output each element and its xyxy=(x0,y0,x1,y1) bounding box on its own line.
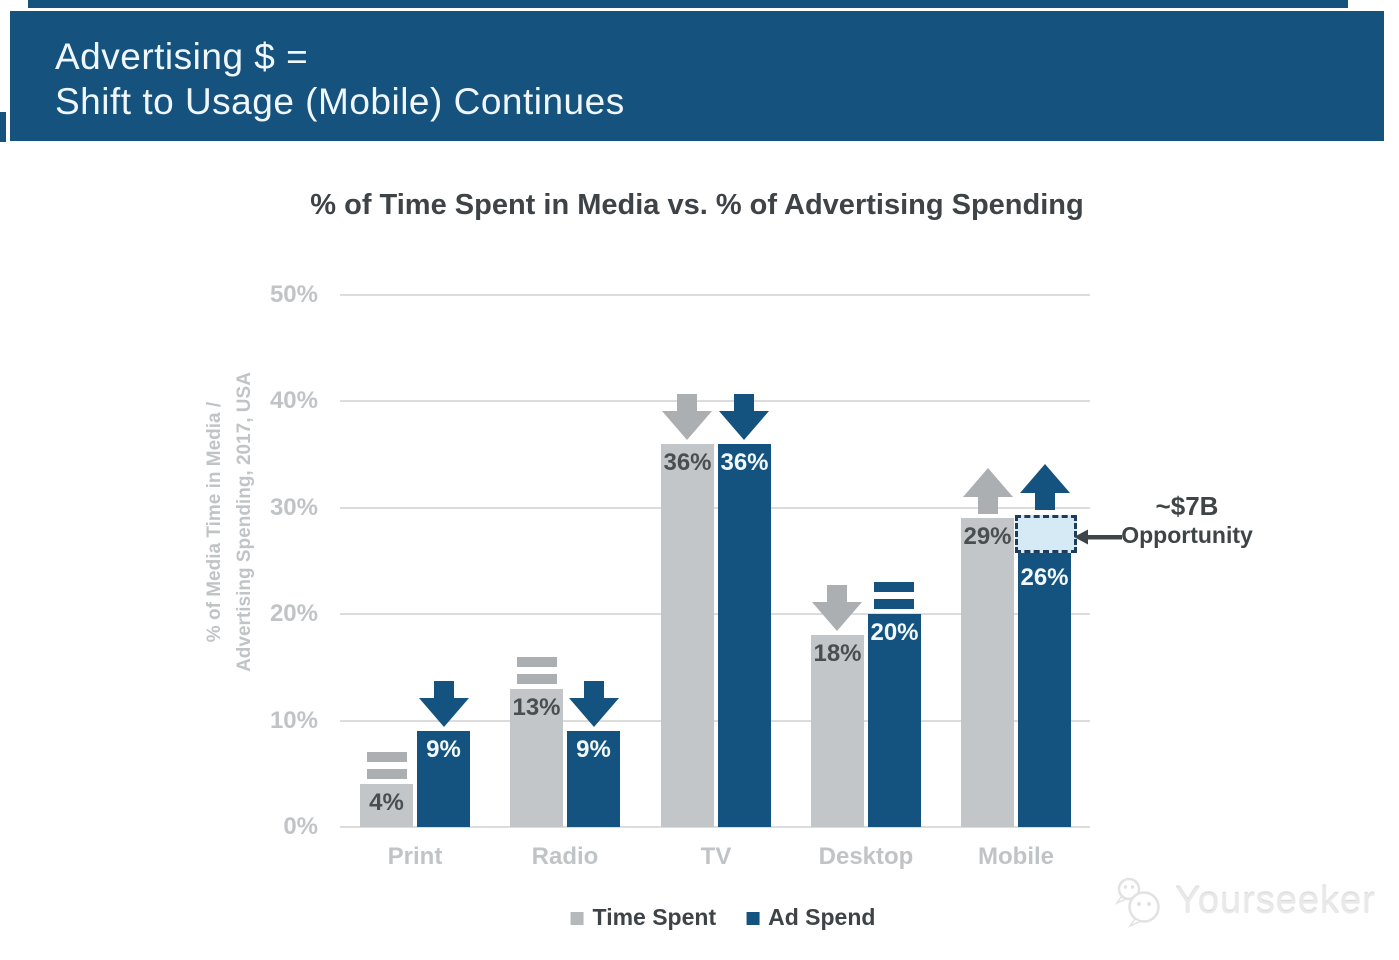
bar-print-time-spent: 4% xyxy=(360,784,413,827)
x-axis-label-desktop: Desktop xyxy=(818,843,914,870)
legend-item-time-spent: Time Spent xyxy=(570,904,717,931)
x-axis-label-print: Print xyxy=(387,843,443,870)
opportunity-amount: ~$7B xyxy=(1155,491,1219,521)
up-arrow-trend-icon xyxy=(1020,464,1070,510)
bar-desktop-time-spent: 18% xyxy=(811,635,864,827)
down-arrow-trend-icon xyxy=(812,585,862,631)
opportunity-annotation: ~$7B Opportunity xyxy=(1119,491,1255,549)
legend-swatch-time-spent xyxy=(570,912,584,925)
legend-swatch-ad-spend xyxy=(746,912,760,925)
chart-title: % of Time Spent in Media vs. % of Advert… xyxy=(310,189,1084,221)
bar-value-label: 36% xyxy=(663,449,712,476)
gridline-20% xyxy=(340,613,1090,615)
y-tick-label: 50% xyxy=(269,281,318,308)
bar-value-label: 13% xyxy=(512,694,561,721)
equal-bar xyxy=(367,752,407,762)
bar-mobile-time-spent: 29% xyxy=(961,518,1014,827)
bar-value-label: 9% xyxy=(426,736,461,763)
up-arrow-trend-icon xyxy=(963,468,1013,514)
equal-trend-icon xyxy=(367,752,407,779)
x-axis-label-mobile: Mobile xyxy=(978,843,1054,870)
down-arrow-trend-icon xyxy=(419,681,469,727)
bar-value-label: 18% xyxy=(813,640,862,667)
equal-bar xyxy=(517,657,557,667)
gridline-30% xyxy=(340,507,1090,509)
bar-value-label: 20% xyxy=(870,619,919,646)
equal-trend-icon xyxy=(517,657,557,684)
equal-bar xyxy=(517,674,557,684)
bar-value-label: 4% xyxy=(369,789,404,816)
watermark-text: Yourseeker xyxy=(1175,879,1376,922)
bar-tv-time-spent: 36% xyxy=(661,444,714,827)
down-arrow-trend-icon xyxy=(719,394,769,440)
bar-value-label: 29% xyxy=(963,523,1012,550)
banner-title-line-1: Advertising $ = xyxy=(55,36,309,77)
y-tick-label: 30% xyxy=(269,494,318,521)
gridline-50% xyxy=(340,294,1090,296)
y-axis-title-line-1: % of Media Time in Media / xyxy=(204,401,225,643)
bar-radio-time-spent: 13% xyxy=(510,689,563,827)
bar-radio-ad-spend: 9% xyxy=(567,731,620,827)
y-tick-label: 0% xyxy=(283,813,318,840)
legend-label-time-spent: Time Spent xyxy=(592,904,717,930)
bar-value-label: 36% xyxy=(720,449,769,476)
watermark: Yourseeker xyxy=(1112,874,1376,928)
opportunity-gap-box xyxy=(1015,515,1077,553)
opportunity-label: Opportunity xyxy=(1121,522,1253,548)
equal-bar xyxy=(874,582,914,592)
y-tick-label: 40% xyxy=(269,387,318,414)
top-edge-artifact xyxy=(28,0,1348,8)
legend-label-ad-spend: Ad Spend xyxy=(768,904,876,930)
gridline-40% xyxy=(340,400,1090,402)
left-edge-artifact xyxy=(0,112,6,142)
equal-bar xyxy=(367,769,407,779)
bar-value-label: 9% xyxy=(576,736,611,763)
bar-desktop-ad-spend: 20% xyxy=(868,614,921,827)
chart-legend: Time Spent Ad Spend xyxy=(570,904,875,931)
bar-print-ad-spend: 9% xyxy=(417,731,470,827)
x-axis-label-radio: Radio xyxy=(531,843,599,870)
down-arrow-trend-icon xyxy=(662,394,712,440)
y-tick-label: 20% xyxy=(269,600,318,627)
x-axis-label-tv: TV xyxy=(700,843,732,870)
bar-mobile-ad-spend: 26% xyxy=(1018,550,1071,827)
annotation-left-arrow-icon xyxy=(1074,529,1122,545)
bar-value-label: 26% xyxy=(1020,564,1069,591)
legend-item-ad-spend: Ad Spend xyxy=(746,904,875,931)
chat-bubbles-icon xyxy=(1114,877,1160,928)
bar-tv-ad-spend: 36% xyxy=(718,444,771,827)
banner-title-line-2: Shift to Usage (Mobile) Continues xyxy=(55,81,625,122)
equal-trend-icon xyxy=(874,582,914,609)
equal-bar xyxy=(874,599,914,609)
slide-header-banner: Advertising $ = Shift to Usage (Mobile) … xyxy=(10,11,1384,141)
gridline-10% xyxy=(340,720,1090,722)
down-arrow-trend-icon xyxy=(569,681,619,727)
gridline-0% xyxy=(340,826,1090,828)
y-tick-label: 10% xyxy=(269,707,318,734)
